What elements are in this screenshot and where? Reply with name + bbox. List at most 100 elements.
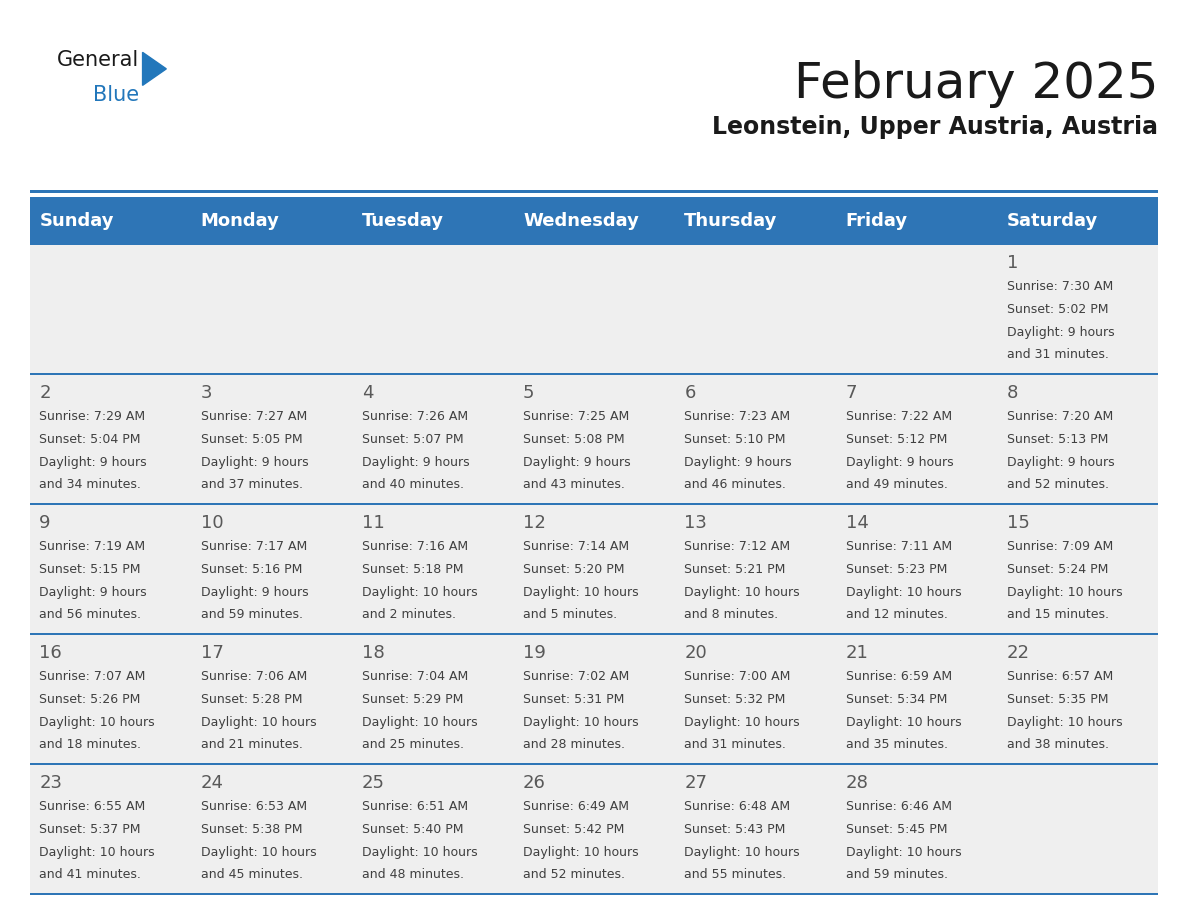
Text: 20: 20 [684,644,707,662]
Text: Daylight: 9 hours: Daylight: 9 hours [39,455,147,469]
Text: Daylight: 10 hours: Daylight: 10 hours [201,716,316,729]
Text: and 38 minutes.: and 38 minutes. [1006,738,1108,752]
Bar [513,635,675,765]
Text: Daylight: 9 hours: Daylight: 9 hours [39,586,147,599]
Text: and 35 minutes.: and 35 minutes. [846,738,948,752]
Text: Daylight: 10 hours: Daylight: 10 hours [1006,716,1123,729]
Text: 23: 23 [39,774,63,792]
Text: and 12 minutes.: and 12 minutes. [846,609,947,621]
Text: and 25 minutes.: and 25 minutes. [362,738,463,752]
Text: Sunrise: 7:26 AM: Sunrise: 7:26 AM [362,410,468,423]
Text: Daylight: 10 hours: Daylight: 10 hours [523,716,639,729]
Bar [675,197,836,245]
Bar [836,197,997,245]
Text: Thursday: Thursday [684,212,778,230]
Text: Sunset: 5:45 PM: Sunset: 5:45 PM [846,823,947,836]
Text: 7: 7 [846,385,857,402]
Bar [836,635,997,765]
Text: Daylight: 10 hours: Daylight: 10 hours [362,716,478,729]
Text: 1: 1 [1006,254,1018,273]
Bar [675,765,836,895]
Bar [30,505,191,635]
Text: Daylight: 9 hours: Daylight: 9 hours [846,455,953,469]
Text: 27: 27 [684,774,707,792]
Text: Sunrise: 6:59 AM: Sunrise: 6:59 AM [846,670,952,683]
Text: Daylight: 10 hours: Daylight: 10 hours [523,586,639,599]
Text: 17: 17 [201,644,223,662]
Text: Daylight: 10 hours: Daylight: 10 hours [523,845,639,858]
Text: Sunrise: 7:27 AM: Sunrise: 7:27 AM [201,410,307,423]
Text: Friday: Friday [846,212,908,230]
Text: Sunset: 5:24 PM: Sunset: 5:24 PM [1006,563,1108,576]
Bar [513,765,675,895]
Bar [30,892,1158,895]
Text: and 31 minutes.: and 31 minutes. [1006,349,1108,362]
Text: Sunrise: 7:17 AM: Sunrise: 7:17 AM [201,540,307,554]
Text: Daylight: 10 hours: Daylight: 10 hours [846,716,961,729]
Text: Daylight: 9 hours: Daylight: 9 hours [201,586,308,599]
Text: Sunrise: 7:30 AM: Sunrise: 7:30 AM [1006,280,1113,293]
Text: Sunset: 5:35 PM: Sunset: 5:35 PM [1006,693,1108,706]
Bar [836,765,997,895]
Text: Daylight: 10 hours: Daylight: 10 hours [684,716,800,729]
Text: Sunset: 5:23 PM: Sunset: 5:23 PM [846,563,947,576]
Text: Sunrise: 7:00 AM: Sunrise: 7:00 AM [684,670,791,683]
Bar [191,765,352,895]
Text: and 34 minutes.: and 34 minutes. [39,478,141,491]
Text: Sunset: 5:40 PM: Sunset: 5:40 PM [362,823,463,836]
Text: Monday: Monday [201,212,279,230]
Bar [836,245,997,375]
Bar [352,245,513,375]
Text: Sunset: 5:42 PM: Sunset: 5:42 PM [523,823,625,836]
Text: 6: 6 [684,385,696,402]
Text: and 31 minutes.: and 31 minutes. [684,738,786,752]
Text: 2: 2 [39,385,51,402]
Text: 4: 4 [362,385,373,402]
Text: Daylight: 10 hours: Daylight: 10 hours [1006,586,1123,599]
Bar [352,375,513,505]
Text: and 48 minutes.: and 48 minutes. [362,868,463,881]
Text: and 40 minutes.: and 40 minutes. [362,478,463,491]
Text: Sunset: 5:12 PM: Sunset: 5:12 PM [846,433,947,446]
Text: Sunrise: 6:57 AM: Sunrise: 6:57 AM [1006,670,1113,683]
Bar [997,197,1158,245]
Text: Sunset: 5:21 PM: Sunset: 5:21 PM [684,563,785,576]
Bar [30,763,1158,765]
Text: Sunrise: 6:55 AM: Sunrise: 6:55 AM [39,800,146,813]
Text: Sunset: 5:04 PM: Sunset: 5:04 PM [39,433,141,446]
Bar [30,633,1158,635]
Text: and 56 minutes.: and 56 minutes. [39,609,141,621]
Text: Daylight: 10 hours: Daylight: 10 hours [362,586,478,599]
Text: Wednesday: Wednesday [523,212,639,230]
Text: Daylight: 10 hours: Daylight: 10 hours [39,716,154,729]
Text: Sunrise: 6:48 AM: Sunrise: 6:48 AM [684,800,790,813]
Text: 19: 19 [523,644,546,662]
Bar [191,197,352,245]
Bar [997,765,1158,895]
Bar [675,375,836,505]
Bar [997,245,1158,375]
Text: and 2 minutes.: and 2 minutes. [362,609,456,621]
Text: and 5 minutes.: and 5 minutes. [523,609,618,621]
Bar [513,197,675,245]
Text: Daylight: 9 hours: Daylight: 9 hours [362,455,469,469]
Text: and 21 minutes.: and 21 minutes. [201,738,303,752]
Text: Sunset: 5:18 PM: Sunset: 5:18 PM [362,563,463,576]
Text: February 2025: February 2025 [794,60,1158,107]
Text: Sunrise: 7:23 AM: Sunrise: 7:23 AM [684,410,790,423]
Text: 18: 18 [362,644,385,662]
Text: Sunrise: 6:46 AM: Sunrise: 6:46 AM [846,800,952,813]
Text: Sunset: 5:15 PM: Sunset: 5:15 PM [39,563,141,576]
Text: and 43 minutes.: and 43 minutes. [523,478,625,491]
Text: Sunrise: 6:51 AM: Sunrise: 6:51 AM [362,800,468,813]
Bar [352,765,513,895]
Text: and 37 minutes.: and 37 minutes. [201,478,303,491]
Text: Sunset: 5:08 PM: Sunset: 5:08 PM [523,433,625,446]
Text: Daylight: 10 hours: Daylight: 10 hours [201,845,316,858]
Text: and 15 minutes.: and 15 minutes. [1006,609,1108,621]
Text: General: General [57,50,139,71]
Text: Saturday: Saturday [1006,212,1098,230]
Text: 16: 16 [39,644,62,662]
Text: Daylight: 10 hours: Daylight: 10 hours [684,845,800,858]
Bar [352,505,513,635]
